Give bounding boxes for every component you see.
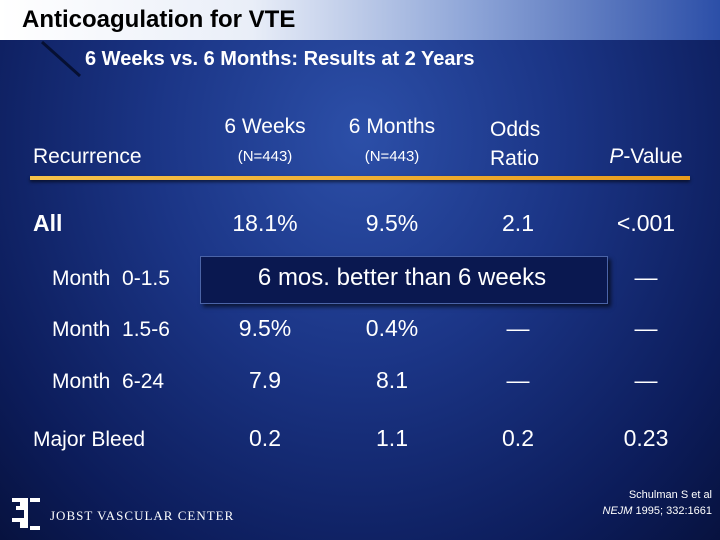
header-rest: -Value (623, 145, 683, 168)
header: 6 Weeks (224, 115, 306, 138)
row-label: Month 6-24 (52, 370, 165, 393)
citation-journal: NEJM (602, 505, 633, 517)
cell: 2.1 (502, 210, 534, 236)
row-label: Month 0-1.5 (52, 267, 170, 290)
header: P-Value (609, 145, 682, 169)
title-bar (0, 0, 720, 40)
row-label: Major Bleed (33, 428, 146, 451)
cell: 9.5% (238, 315, 292, 341)
subtitle: 6 Weeks vs. 6 Months: Results at 2 Years (85, 48, 475, 70)
citation-rest: 1995; 332:1661 (632, 505, 712, 517)
row-label: All (33, 210, 63, 236)
cell: — (634, 315, 658, 341)
header-n: (N=443) (237, 148, 293, 165)
logo-text: JOBST VASCULAR CENTER (50, 508, 235, 523)
header: 6 Months (348, 115, 436, 138)
cell: 0.2 (249, 425, 281, 451)
cell: 18.1% (232, 210, 298, 236)
header-n: (N=443) (364, 148, 420, 165)
cell: <.001 (616, 210, 676, 236)
header-label: Recurrence (33, 145, 142, 168)
cell: — (506, 315, 530, 341)
note-box (200, 256, 608, 304)
header-rule (30, 176, 690, 180)
cell: 0.2 (502, 425, 534, 451)
cell: — (634, 264, 658, 290)
cell: 1.1 (376, 425, 408, 451)
cell: 9.5% (365, 210, 419, 236)
citation: Schulman S et al (628, 489, 712, 501)
cell: 0.23 (623, 425, 669, 451)
cell: 7.9 (249, 367, 281, 393)
header: Odds Ratio (490, 118, 541, 170)
row-label: Month 1.5-6 (52, 318, 170, 341)
logo-mark (12, 498, 40, 530)
note: 6 mos. better than 6 weeks (257, 264, 547, 291)
citation: NEJM 1995; 332:1661 (603, 505, 712, 517)
cell: 8.1 (376, 367, 408, 393)
cell: 0.4% (365, 315, 419, 341)
title: Anticoagulation for VTE (22, 6, 296, 33)
header-italic: P (609, 145, 624, 168)
cell: — (634, 367, 658, 393)
cell: — (506, 367, 530, 393)
decoration (40, 40, 82, 78)
